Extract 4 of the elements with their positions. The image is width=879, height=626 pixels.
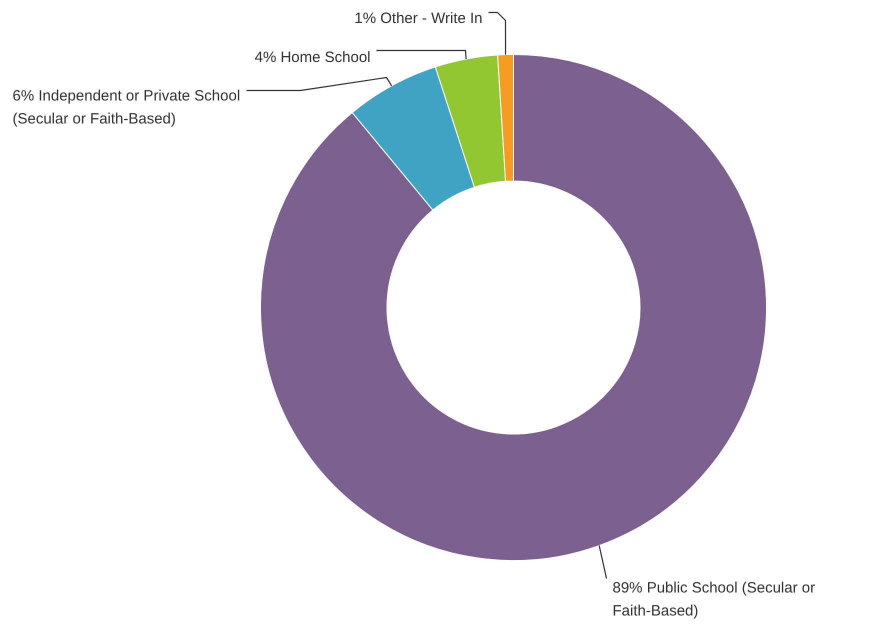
slice-label: 1% Other - Write In — [354, 10, 482, 27]
slice-label: 4% Home School — [254, 49, 371, 66]
slice-label: 89% Public School (Secular or Faith-Based) — [612, 580, 816, 620]
slice-label: 6% Independent or Private School (Secular or Faith-Based) — [12, 88, 240, 128]
